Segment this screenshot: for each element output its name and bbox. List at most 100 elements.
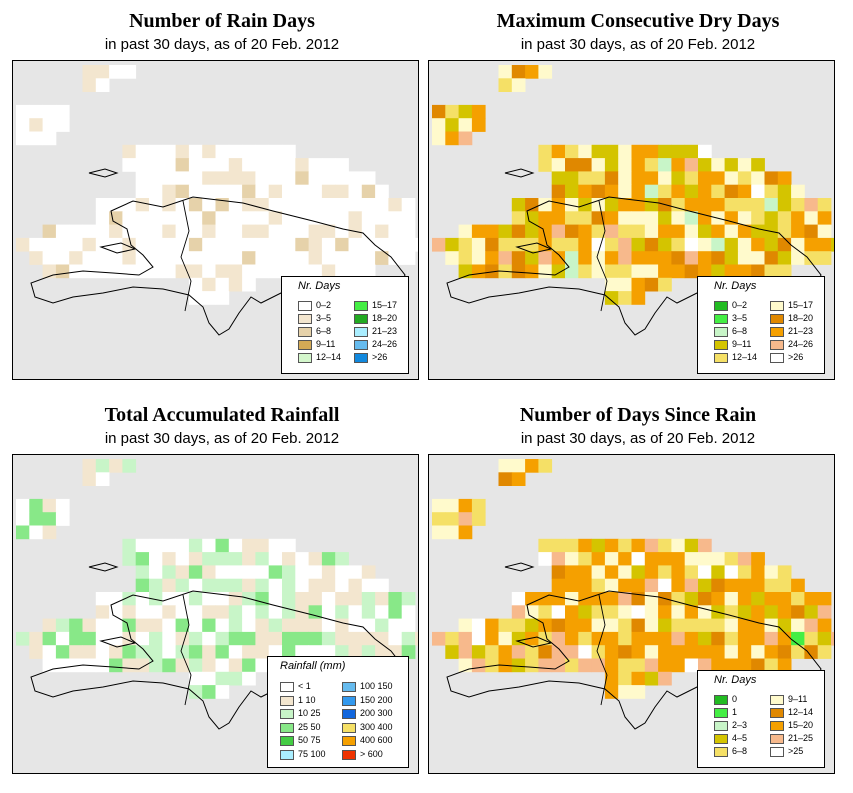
grid-cell	[578, 144, 592, 159]
grid-cell	[791, 184, 805, 199]
grid-cell	[445, 645, 459, 659]
grid-cell	[777, 605, 792, 619]
legend-label: 75 100	[298, 748, 326, 759]
grid-cell	[551, 605, 566, 619]
panel-subtitle: in past 30 days, as of 20 Feb. 2012	[520, 430, 756, 447]
grid-cell	[335, 578, 349, 593]
coastline	[30, 196, 406, 336]
grid-cell	[565, 618, 579, 633]
panel-subtitle: in past 30 days, as of 20 Feb. 2012	[104, 36, 340, 53]
grid-cell	[122, 211, 137, 225]
grid-cell	[202, 264, 216, 279]
grid-cell	[188, 264, 203, 279]
grid-cell	[135, 538, 150, 553]
grid-cell	[525, 592, 539, 606]
grid-cell	[95, 198, 110, 212]
grid-cell	[162, 578, 176, 593]
grid-cell	[485, 645, 499, 659]
legend-title: Nr. Days	[714, 280, 757, 292]
grid-cell	[162, 158, 176, 172]
legend-swatch	[770, 353, 784, 363]
grid-cell	[658, 631, 672, 646]
grid-cell	[578, 211, 592, 225]
grid-cell	[375, 211, 389, 225]
grid-cell	[335, 158, 349, 172]
grid-cell	[432, 131, 446, 146]
grid-cell	[764, 592, 779, 606]
grid-cell	[321, 264, 336, 279]
grid-cell	[135, 224, 150, 239]
grid-cell	[361, 578, 376, 593]
grid-cell	[255, 552, 270, 566]
grid-cell	[777, 198, 792, 212]
legend-label: 15–17	[372, 300, 398, 310]
grid-cell	[335, 605, 349, 619]
grid-cell	[295, 237, 309, 252]
grid-cell	[525, 605, 539, 619]
grid-cell	[737, 184, 752, 199]
panel-subtitle: in past 30 days, as of 20 Feb. 2012	[104, 430, 340, 447]
grid-cell	[618, 565, 632, 580]
grid-cell	[751, 171, 765, 186]
grid-cell	[215, 158, 230, 172]
grid-cell	[215, 264, 230, 279]
grid-cell	[55, 618, 70, 633]
grid-cell	[551, 184, 566, 199]
island-outline	[99, 242, 137, 254]
grid-cell	[295, 565, 309, 580]
grid-cell	[282, 605, 296, 619]
grid-cell	[764, 237, 779, 252]
grid-cell	[791, 631, 805, 646]
grid-cell	[135, 251, 150, 265]
grid-cell	[388, 631, 403, 646]
grid-cell	[361, 171, 376, 186]
grid-cell	[498, 65, 513, 79]
grid-cell	[388, 645, 403, 659]
grid-cell	[282, 251, 296, 265]
grid-cell	[388, 198, 403, 212]
grid-cell	[16, 525, 30, 540]
grid-cell	[255, 184, 270, 199]
grid-cell	[69, 251, 83, 265]
grid-cell	[42, 237, 57, 252]
grid-cell	[458, 104, 473, 119]
grid-cell	[308, 211, 323, 225]
grid-cell	[751, 565, 765, 580]
grid-cell	[202, 645, 216, 659]
grid-cell	[242, 251, 256, 265]
grid-cell	[188, 671, 203, 686]
grid-cell	[671, 631, 686, 646]
grid-cell	[658, 237, 672, 252]
grid-cell	[188, 552, 203, 566]
grid-cell	[215, 144, 230, 159]
grid-cell	[631, 211, 646, 225]
grid-cell	[711, 592, 725, 606]
grid-cell	[242, 171, 256, 186]
grid-cell	[551, 144, 566, 159]
grid-cell	[777, 592, 792, 606]
grid-cell	[268, 618, 283, 633]
legend-title: Rainfall (mm)	[280, 660, 346, 672]
grid-cell	[361, 592, 376, 606]
grid-cell	[578, 237, 592, 252]
national-border	[596, 200, 608, 312]
grid-cell	[149, 538, 163, 553]
grid-cell	[242, 264, 256, 279]
grid-cell	[202, 198, 216, 212]
legend-swatch	[342, 682, 356, 692]
grid-cell	[684, 605, 699, 619]
grid-cell	[69, 645, 83, 659]
grid-cell	[109, 224, 123, 239]
grid-cell	[335, 211, 349, 225]
grid-cell	[791, 198, 805, 212]
grid-cell	[268, 237, 283, 252]
grid-cell	[671, 144, 686, 159]
grid-cell	[242, 144, 256, 159]
legend-swatch	[714, 708, 728, 718]
grid-cell	[631, 184, 646, 199]
grid-cell	[551, 198, 566, 212]
grid-cell	[764, 171, 779, 186]
legend-swatch	[354, 301, 368, 311]
grid-cell	[215, 685, 230, 699]
grid-cell	[348, 184, 363, 199]
